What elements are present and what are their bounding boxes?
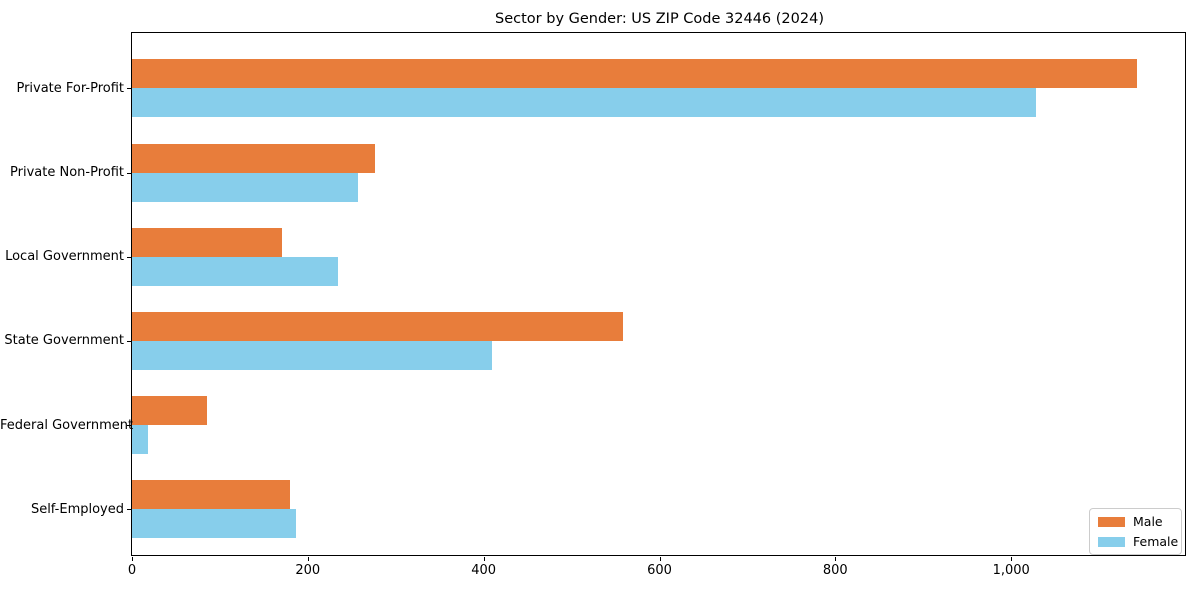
xtick-label-200: 200 — [295, 563, 321, 578]
xtick-mark — [483, 557, 485, 561]
bar-male-federal-government — [132, 396, 207, 426]
xtick-mark — [1011, 557, 1013, 561]
xtick-label-1000: 1,000 — [992, 563, 1030, 578]
xtick-mark — [132, 557, 133, 561]
ytick-label-private-non-profit: Private Non-Profit — [10, 165, 124, 181]
ytick-mark — [127, 88, 131, 90]
legend-swatch-male — [1098, 516, 1125, 527]
bar-female-self-employed — [132, 509, 297, 539]
xtick-label-600: 600 — [647, 563, 672, 578]
xtick-mark — [659, 557, 661, 561]
ytick-label-local-government: Local Government — [5, 249, 124, 265]
ytick-mark — [127, 172, 131, 174]
legend: Male Female — [1089, 508, 1182, 555]
legend-entry-male: Male — [1098, 514, 1173, 529]
legend-label-female: Female — [1133, 534, 1179, 549]
xtick-label-0: 0 — [127, 563, 137, 578]
ytick-label-private-for-profit: Private For-Profit — [16, 80, 124, 96]
legend-label-male: Male — [1133, 514, 1163, 529]
ytick-mark — [127, 425, 131, 427]
ytick-label-federal-government: Federal Government — [0, 417, 134, 433]
xtick-label-400: 400 — [471, 563, 497, 578]
chart-title: Sector by Gender: US ZIP Code 32446 (202… — [495, 11, 824, 27]
bar-male-self-employed — [132, 480, 291, 510]
bar-male-state-government — [132, 311, 623, 341]
bar-female-local-government — [132, 256, 338, 286]
bar-female-private-non-profit — [132, 172, 358, 202]
bar-female-federal-government — [132, 425, 148, 455]
ytick-label-self-employed: Self-Employed — [30, 501, 124, 517]
plot-area — [131, 32, 1186, 556]
xtick-mark — [307, 557, 309, 561]
ytick-mark — [127, 256, 131, 258]
legend-entry-female: Female — [1098, 534, 1178, 549]
xtick-label-800: 800 — [822, 563, 848, 578]
bar-male-private-non-profit — [132, 143, 375, 173]
bar-male-local-government — [132, 227, 282, 257]
bar-male-private-for-profit — [132, 59, 1137, 89]
ytick-mark — [127, 340, 131, 342]
xtick-mark — [835, 557, 837, 561]
bar-female-state-government — [132, 340, 492, 370]
legend-swatch-female — [1098, 536, 1125, 547]
ytick-label-state-government: State Government — [4, 333, 124, 349]
ytick-mark — [127, 509, 131, 511]
bar-female-private-for-profit — [132, 88, 1036, 118]
